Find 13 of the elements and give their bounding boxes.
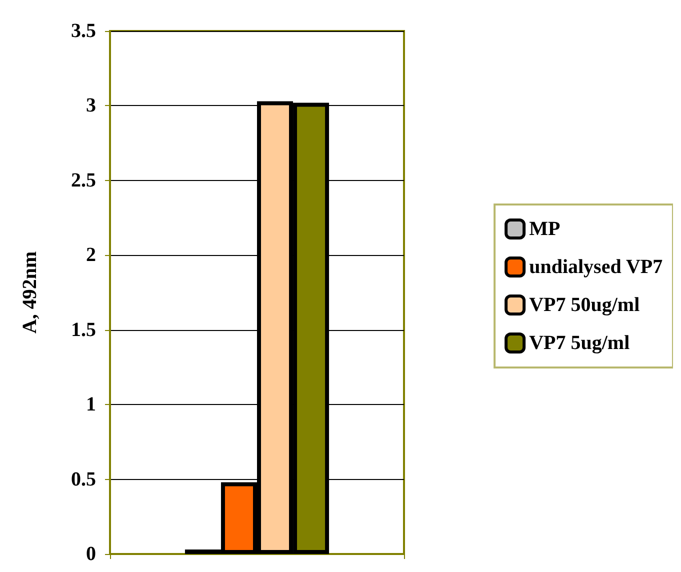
y-tick-label: 1 [86, 394, 96, 416]
y-tick-label: 2 [86, 244, 96, 266]
y-tick-label: 2.5 [71, 169, 96, 192]
legend-label: MP [529, 218, 560, 240]
legend-label: VP7 50ug/ml [529, 294, 640, 316]
legend-label: undialysed VP7 [529, 256, 663, 278]
y-tick-label: 0 [86, 543, 96, 565]
y-tick-label: 3.5 [71, 20, 96, 42]
y-tick-label: 3 [86, 94, 96, 117]
y-tick-label: 0.5 [71, 468, 96, 490]
legend-label: VP7 5ug/ml [529, 332, 630, 354]
y-axis-title: A, 492nm [19, 251, 41, 334]
y-tick-label: 1.5 [71, 318, 96, 341]
